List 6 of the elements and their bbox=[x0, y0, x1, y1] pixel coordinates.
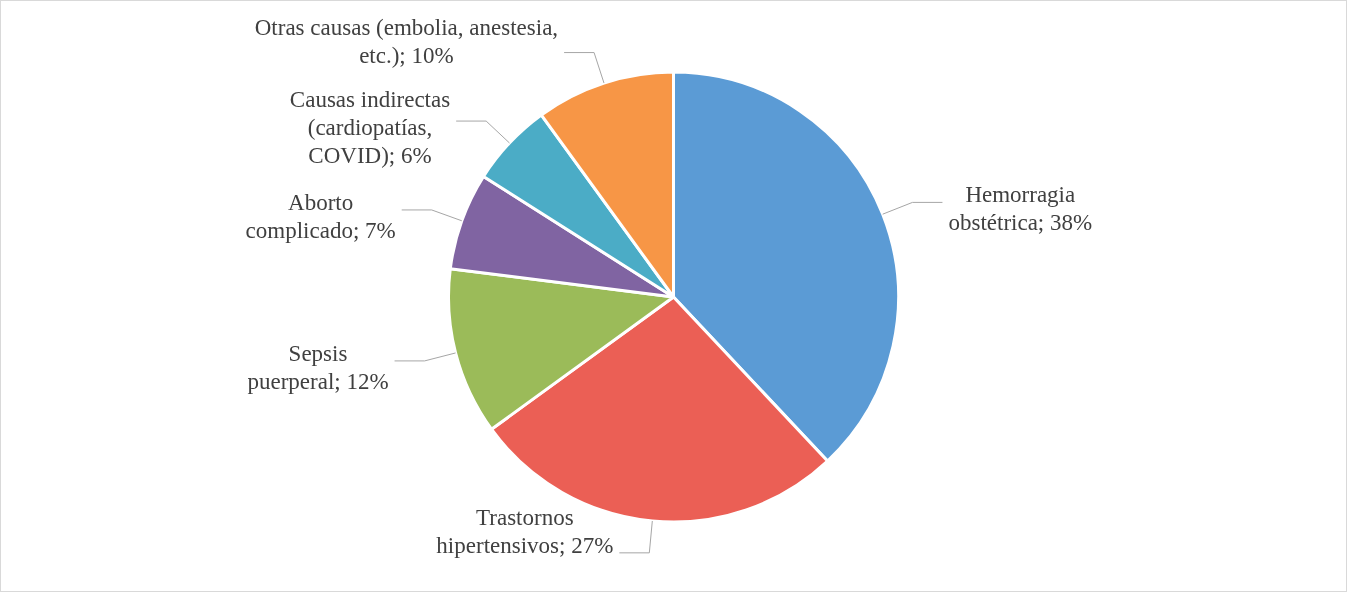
slice-label: Trastornos hipertensivos; 27% bbox=[436, 504, 614, 558]
slice-label: Sepsis puerperal; 12% bbox=[247, 340, 389, 394]
slice-label: Hemorragia obstétrica; 38% bbox=[948, 182, 1093, 236]
slice-label: Causas indirectas (cardiopatías, COVID); 6% bbox=[289, 87, 451, 169]
slice-label: Aborto complicado; 7% bbox=[245, 189, 396, 243]
slice-label: Otras causas (embolia, anestesia, etc.); 10% bbox=[254, 14, 559, 68]
